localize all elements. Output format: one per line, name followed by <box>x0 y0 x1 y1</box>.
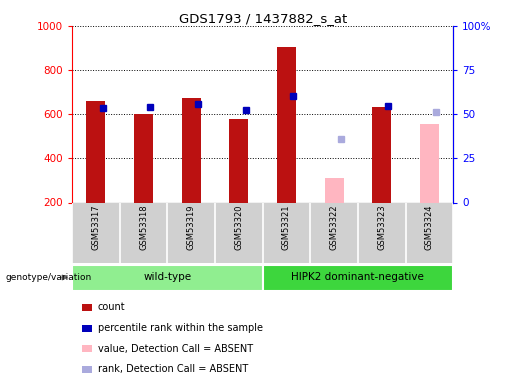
Bar <box>324 178 344 203</box>
Text: wild-type: wild-type <box>143 272 192 282</box>
Text: GSM53321: GSM53321 <box>282 204 291 250</box>
Bar <box>420 124 439 202</box>
Text: count: count <box>98 303 126 312</box>
Bar <box>229 119 248 202</box>
Bar <box>182 98 201 202</box>
Text: HIPK2 dominant-negative: HIPK2 dominant-negative <box>291 272 424 282</box>
Text: GSM53317: GSM53317 <box>92 204 100 250</box>
Text: percentile rank within the sample: percentile rank within the sample <box>98 323 263 333</box>
Bar <box>263 265 453 291</box>
Text: value, Detection Call = ABSENT: value, Detection Call = ABSENT <box>98 344 253 354</box>
Text: GSM53322: GSM53322 <box>330 204 338 250</box>
Bar <box>134 114 153 202</box>
Text: rank, Detection Call = ABSENT: rank, Detection Call = ABSENT <box>98 364 248 374</box>
Text: GSM53318: GSM53318 <box>139 204 148 250</box>
Bar <box>277 47 296 202</box>
Text: GSM53320: GSM53320 <box>234 204 243 250</box>
Text: genotype/variation: genotype/variation <box>5 273 91 282</box>
Text: GSM53324: GSM53324 <box>425 204 434 250</box>
Bar <box>372 106 391 202</box>
Title: GDS1793 / 1437882_s_at: GDS1793 / 1437882_s_at <box>179 12 347 25</box>
Bar <box>72 265 263 291</box>
Text: GSM53319: GSM53319 <box>187 204 196 250</box>
Text: GSM53323: GSM53323 <box>377 204 386 250</box>
Bar <box>87 101 106 202</box>
